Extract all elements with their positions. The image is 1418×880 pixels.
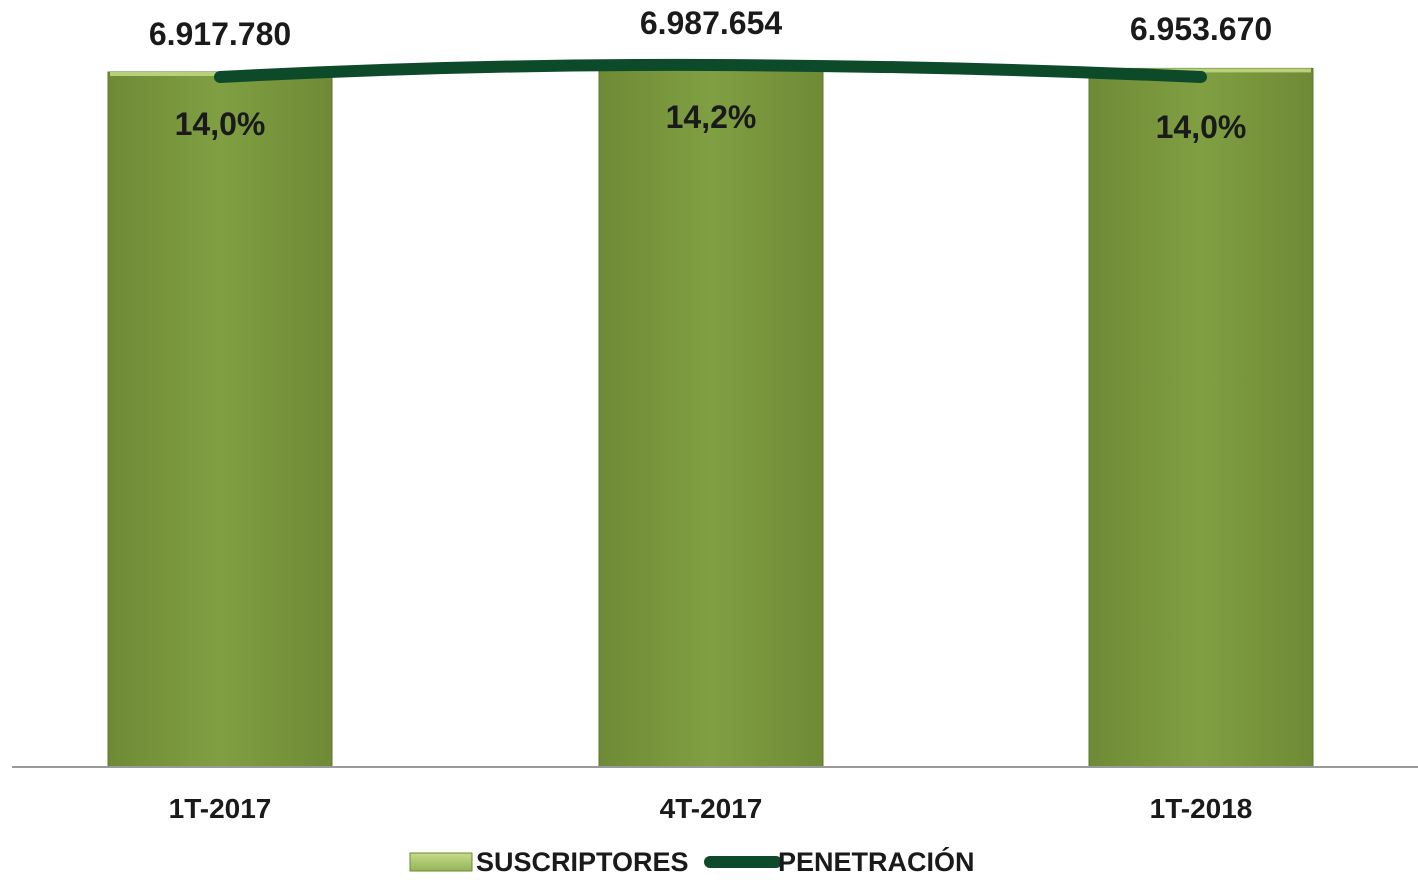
penetration-value-label: 14,0% [1156, 109, 1247, 145]
bar-value-label: 6.953.670 [1130, 11, 1272, 47]
x-tick-label: 4T-2017 [660, 793, 763, 824]
bar-value-label: 6.987.654 [640, 5, 783, 41]
legend: SUSCRIPTORES PENETRACIÓN [409, 846, 975, 877]
bar-value-label: 6.917.780 [149, 16, 291, 52]
legend-label-suscriptores: SUSCRIPTORES [476, 847, 689, 875]
x-tick-label: 1T-2018 [1150, 793, 1253, 824]
labels-layer: 6.917.780 6.987.654 6.953.670 14,0% 14,2% 14,… [149, 5, 1272, 824]
bar-1T-2017[interactable] [107, 71, 333, 768]
legend-label-penetracion: PENETRACIÓN [778, 846, 975, 875]
bars-layer [107, 64, 1314, 768]
penetration-value-label: 14,0% [175, 106, 266, 142]
legend-swatch-suscriptores [409, 852, 473, 872]
x-tick-label: 1T-2017 [169, 793, 272, 824]
penetration-line[interactable] [214, 58, 1207, 83]
bar-highlight-1T-2018 [1091, 68, 1311, 73]
bar-1T-2018[interactable] [1088, 67, 1314, 768]
bar-4T-2017[interactable] [598, 64, 824, 768]
penetration-value-label: 14,2% [666, 99, 757, 135]
line-layer [214, 58, 1207, 83]
